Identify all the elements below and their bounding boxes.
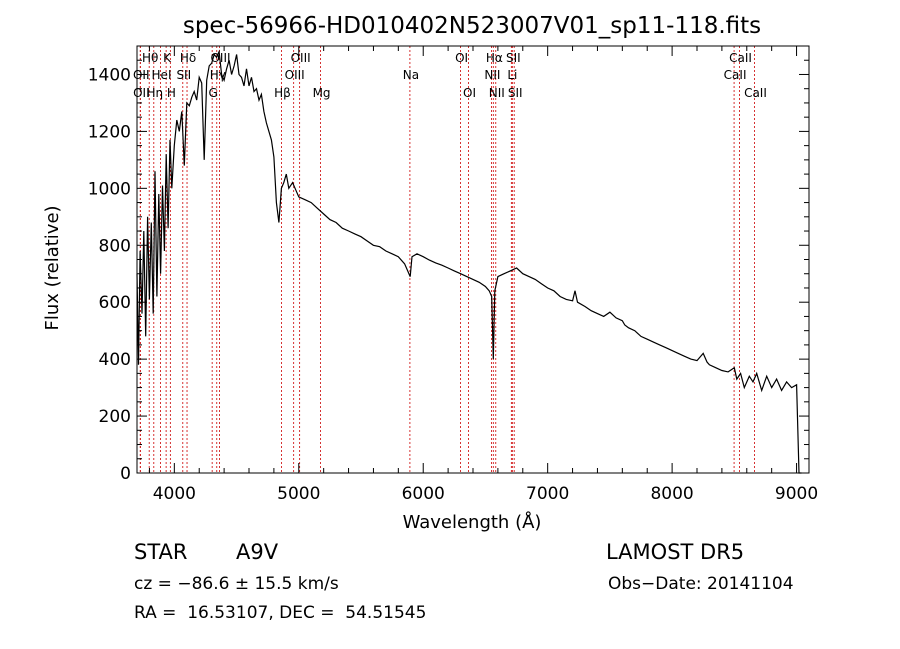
survey-name: LAMOST DR5 — [606, 540, 745, 564]
line-marker-label: Hα — [486, 51, 503, 65]
spectrum-line — [136, 49, 802, 474]
y-tick-label: 200 — [99, 407, 131, 427]
line-marker-label: SII — [508, 86, 523, 100]
plot-frame — [136, 45, 810, 474]
line-marker-label: CaII — [729, 51, 752, 65]
line-marker-label: SII — [176, 68, 191, 82]
line-marker-label: Hβ — [274, 86, 291, 100]
line-marker-label: OII — [133, 68, 150, 82]
y-tick-label: 1000 — [88, 179, 131, 199]
x-tick-label: 9000 — [775, 484, 818, 504]
obs-date: Obs−Date: 20141104 — [608, 574, 794, 594]
y-tick-label: 600 — [99, 293, 131, 313]
line-marker-label: H — [167, 86, 176, 100]
line-markers — [139, 46, 755, 473]
line-marker-label: OI — [455, 51, 468, 65]
y-tick-label: 800 — [99, 236, 131, 256]
line-marker-label: OI — [463, 86, 476, 100]
line-marker-label: Na — [403, 68, 419, 82]
line-marker-label: Hθ — [142, 51, 158, 65]
object-type: STAR — [134, 540, 188, 564]
line-marker-label: Hη — [146, 86, 163, 100]
y-axis-label: Flux (relative) — [42, 205, 63, 330]
line-marker-label: G — [209, 86, 218, 100]
coordinates: RA = 16.53107, DEC = 54.51545 — [134, 603, 427, 623]
line-marker-label: SII — [506, 51, 521, 65]
line-marker-label: CaII — [724, 68, 747, 82]
x-tick-label: 8000 — [650, 484, 693, 504]
x-tick-label: 7000 — [526, 484, 569, 504]
redshift-cz: cz = −86.6 ± 15.5 km/s — [134, 574, 339, 594]
line-marker-labels: HθOIIOIIHηHeIKHSIIHδGHγOIIIHβOIIIOIIIMgN… — [133, 51, 767, 100]
y-tick-label: 1400 — [88, 65, 131, 85]
line-marker-label: CaII — [744, 86, 767, 100]
line-marker-label: NII — [484, 68, 500, 82]
line-marker-label: Mg — [313, 86, 331, 100]
x-tick-label: 5000 — [277, 484, 320, 504]
line-marker-label: OIII — [285, 68, 305, 82]
line-marker-label: Li — [507, 68, 517, 82]
x-axis: 4000 5000 6000 7000 8000 9000 — [148, 46, 818, 504]
spectral-class: A9V — [236, 540, 279, 564]
y-axis: 0 200 400 600 800 1000 1200 1400 — [88, 59, 809, 484]
x-tick-label: 6000 — [402, 484, 445, 504]
x-axis-label: Wavelength (Å) — [403, 511, 542, 533]
chart-title: spec-56966-HD010402N523007V01_sp11-118.f… — [183, 13, 761, 39]
y-tick-label: 1200 — [88, 122, 131, 142]
line-marker-label: OIII — [210, 51, 230, 65]
y-tick-label: 400 — [99, 350, 131, 370]
line-marker-label: OIII — [291, 51, 311, 65]
line-marker-label: K — [163, 51, 172, 65]
line-marker-label: Hδ — [180, 51, 196, 65]
x-tick-label: 4000 — [153, 484, 196, 504]
line-marker-label: NII — [489, 86, 505, 100]
y-tick-label: 0 — [120, 464, 131, 484]
line-marker-label: HeI — [152, 68, 172, 82]
